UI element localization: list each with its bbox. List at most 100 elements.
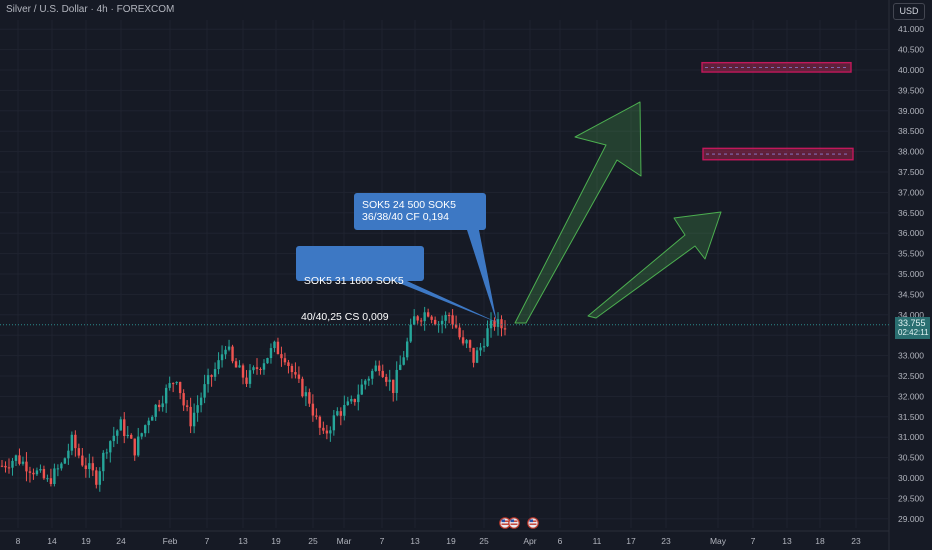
- callout-upper-line1: SOK5 24 500 SOK5: [362, 199, 456, 211]
- candle: [433, 316, 437, 326]
- candle-body: [189, 406, 192, 427]
- candle: [171, 382, 175, 393]
- candle-body: [311, 403, 315, 416]
- candle: [503, 320, 507, 336]
- candle-body: [444, 315, 447, 321]
- candle: [346, 396, 350, 406]
- candle-body: [318, 416, 322, 428]
- candle: [332, 409, 336, 436]
- candle: [493, 317, 496, 331]
- time-axis-tick-label: 25: [308, 536, 318, 546]
- candle: [399, 355, 402, 371]
- candle: [67, 443, 70, 465]
- candle-body: [203, 384, 206, 398]
- candle-body: [102, 452, 105, 472]
- candle-body: [262, 363, 266, 370]
- candle: [423, 306, 426, 331]
- bar-countdown: 02:42:11: [898, 328, 929, 337]
- candle: [440, 315, 444, 334]
- candle: [336, 407, 339, 417]
- candle-body: [266, 358, 269, 364]
- candle: [465, 339, 468, 349]
- candle: [388, 369, 391, 391]
- candle: [322, 421, 325, 435]
- candle: [451, 309, 454, 329]
- time-axis-tick-label: 13: [782, 536, 792, 546]
- candle: [140, 432, 143, 440]
- price-axis-tick-label: 32.000: [898, 391, 924, 401]
- candle: [419, 317, 423, 327]
- target-zone-box: [701, 61, 852, 73]
- candle: [430, 315, 433, 324]
- candle-body: [49, 478, 53, 485]
- candle-body: [175, 381, 178, 384]
- candle: [60, 462, 63, 471]
- candle: [53, 463, 56, 487]
- price-axis-tick-label: 37.500: [898, 167, 924, 177]
- candle: [245, 370, 248, 388]
- candle: [206, 368, 210, 393]
- currency-button[interactable]: USD: [893, 3, 925, 20]
- candle-body: [109, 441, 112, 453]
- candle-body: [343, 405, 346, 416]
- us-flag-event-icon: [527, 517, 539, 529]
- time-axis-tick-label: 11: [593, 536, 602, 546]
- symbol-title[interactable]: Silver / U.S. Dollar · 4h · FOREXCOM: [6, 4, 175, 15]
- candle: [318, 415, 322, 436]
- candles: [0, 306, 507, 492]
- candle: [357, 384, 360, 411]
- candle-body: [95, 470, 98, 485]
- candle: [109, 440, 112, 463]
- candle: [461, 330, 465, 346]
- candle-body: [479, 347, 482, 351]
- candle: [350, 395, 353, 404]
- candle-body: [35, 470, 39, 475]
- candle: [32, 468, 35, 480]
- candle: [364, 379, 367, 390]
- projection-arrow-lower: [587, 211, 722, 319]
- candle: [154, 403, 157, 422]
- time-axis-tick-label: 17: [626, 536, 636, 546]
- candle: [123, 412, 126, 444]
- candle-body: [392, 379, 395, 393]
- candle: [185, 400, 189, 412]
- candle: [238, 360, 241, 368]
- candle: [49, 468, 53, 487]
- candle-body: [123, 419, 126, 437]
- time-axis-tick-label: 7: [751, 536, 756, 546]
- time-axis-tick-label: 8: [16, 536, 21, 546]
- candle: [35, 467, 39, 477]
- candle: [42, 465, 46, 480]
- candle: [248, 364, 252, 388]
- price-axis-tick-label: 39.500: [898, 85, 924, 95]
- candle: [311, 394, 315, 422]
- price-axis-tick-label: 36.000: [898, 228, 924, 238]
- candle: [98, 467, 102, 492]
- candle: [454, 315, 458, 329]
- candle: [178, 381, 182, 400]
- candle-body: [56, 468, 60, 470]
- candle-body: [185, 405, 189, 407]
- candle-body: [336, 411, 339, 416]
- candle: [283, 352, 287, 366]
- candle: [475, 347, 479, 364]
- candle-body: [171, 383, 175, 385]
- candle: [91, 456, 95, 477]
- candle-body: [486, 328, 489, 347]
- candle-body: [503, 328, 507, 330]
- price-axis-tick-label: 38.500: [898, 126, 924, 136]
- candle: [116, 429, 119, 444]
- candle: [137, 427, 140, 457]
- price-axis-tick-label: 31.500: [898, 412, 924, 422]
- time-axis-tick-label: 19: [446, 536, 456, 546]
- candle-body: [350, 399, 353, 402]
- candle: [182, 389, 185, 411]
- flag-ring: [508, 517, 520, 529]
- candle: [392, 379, 395, 402]
- candle: [11, 458, 14, 476]
- candle-body: [385, 376, 388, 382]
- candle-body: [192, 412, 196, 427]
- candle: [56, 464, 60, 477]
- flag-canton: [529, 519, 533, 523]
